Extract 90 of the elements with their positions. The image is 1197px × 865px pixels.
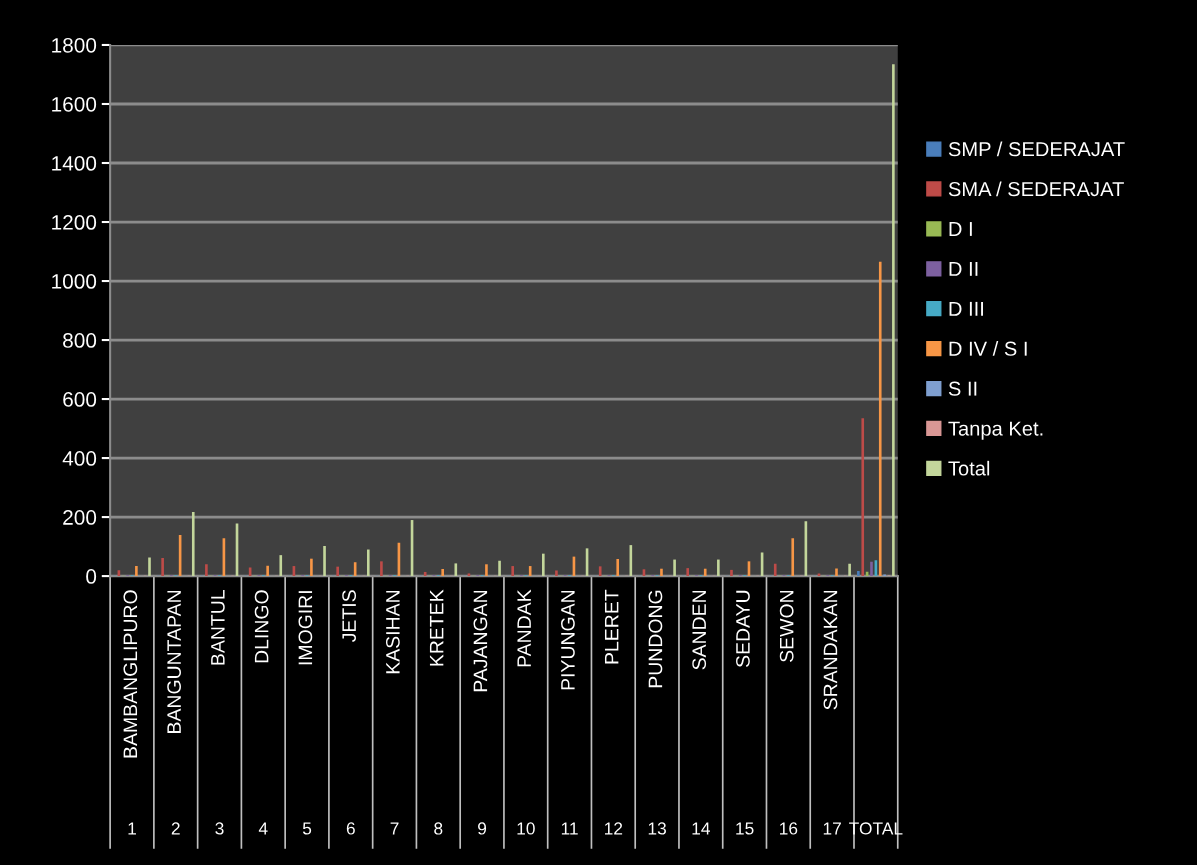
category-label: 14 [692,822,710,835]
category-label: PAJANGAN [473,590,488,692]
bar [870,561,873,577]
legend-label: S II [948,381,977,396]
category-label: 15 [736,822,754,835]
category-label: 17 [823,822,841,835]
bar [717,559,720,577]
category-label: 3 [215,822,224,835]
bar [148,557,151,577]
category-label: 5 [302,822,312,835]
bar [441,569,444,577]
bar [892,64,895,577]
bar [454,563,458,577]
bar [703,568,707,577]
category-label: KRETEK [429,589,444,666]
bar [878,261,882,577]
bar [161,558,164,577]
category-label: 8 [434,822,443,835]
bar [135,566,138,577]
y-tick-label: 400 [62,451,97,466]
bar [323,545,326,577]
bar [528,566,532,577]
bar [730,569,733,577]
category-label: 1 [128,822,136,835]
category-label: 9 [478,822,487,835]
legend-label: D IV / S I [949,341,1027,356]
y-tick-label: 1400 [52,156,97,171]
y-tick-label: 200 [63,510,97,525]
category-label: 16 [780,822,798,835]
y-tick-label: 0 [86,569,97,584]
bar [511,566,514,577]
bar [485,564,488,577]
bar [555,570,558,577]
category-label: JETIS [342,590,357,642]
legend-label: Total [948,460,990,476]
bar [380,561,383,577]
category-label: 2 [171,822,180,835]
legend-label: SMP / SEDERAJAT [948,141,1125,157]
bar [616,558,620,577]
category-label: SANDEN [692,590,707,670]
y-tick-label: 1600 [52,96,97,112]
y-tick-label: 1200 [52,215,97,230]
category-label: 6 [346,822,355,835]
category-label: 13 [648,822,666,835]
category-label: 7 [390,822,399,835]
category-label: SEWON [779,590,794,662]
bar [773,563,777,577]
bar [835,568,838,577]
category-label: PLERET [604,589,619,664]
category-label: SRANDAKAN [823,590,838,710]
y-tick-label: 1000 [52,274,97,289]
bar [848,563,851,577]
category-label: 12 [605,822,623,835]
category-label: DLINGO [254,590,269,663]
bar [857,571,860,577]
category-label: 4 [258,822,268,835]
bar [861,418,865,577]
bar [673,559,676,577]
legend-label: D II [949,261,978,276]
category-label: PIYUNGAN [561,590,575,690]
bar [266,565,269,577]
bar [542,553,545,577]
legend-label: Tanpa Ket. [948,421,1043,440]
bar [686,568,690,577]
category-label: 11 [561,822,578,835]
category-label: BANTUL [211,590,225,665]
category-label: 10 [517,822,535,835]
bar [205,564,208,577]
y-tick-label: 1800 [52,37,97,53]
bar [310,558,313,577]
bar [791,538,795,577]
bar [660,568,663,577]
legend-label: D I [949,222,972,236]
y-tick-label: 800 [63,333,97,348]
bar [279,555,283,577]
bar [336,566,339,577]
category-label: IMOGIRI [298,591,313,665]
category-label: BANGUNTAPAN [167,590,181,733]
category-label: SEDAYU [736,590,750,668]
category-label: PANDAK [517,589,531,667]
bar [366,549,370,577]
bar [191,512,195,577]
y-tick-label: 600 [63,392,97,407]
category-label: KASIHAN [385,590,400,674]
legend-label: D III [949,301,983,316]
category-label: BAMBANGLIPURO [123,590,138,758]
legend-label: SMA / SEDERAJAT [948,181,1124,197]
category-label: PUNDONG [648,590,663,688]
bar [598,566,602,577]
bar [498,560,501,577]
